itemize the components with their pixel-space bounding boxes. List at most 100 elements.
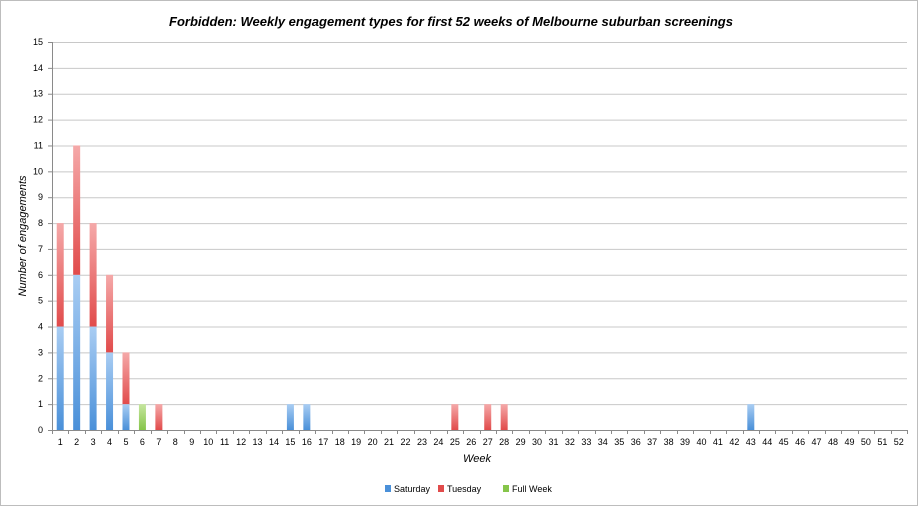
x-tick-label: 18: [335, 437, 345, 447]
x-tick-label: 42: [729, 437, 739, 447]
x-tick-label: 51: [877, 437, 887, 447]
bar-saturday-week-4: [106, 352, 114, 430]
y-tick-label: 2: [38, 373, 43, 383]
x-tick-label: 9: [189, 437, 194, 447]
bar-saturday-week-1: [56, 326, 64, 430]
x-tick-label: 34: [598, 437, 608, 447]
x-tick-label: 20: [368, 437, 378, 447]
bar-tuesday-week-1: [56, 223, 64, 327]
x-tick-label: 5: [123, 437, 128, 447]
x-tick-label: 22: [401, 437, 411, 447]
x-tick-label: 23: [417, 437, 427, 447]
y-tick-label: 9: [38, 192, 43, 202]
x-tick-label: 52: [894, 437, 904, 447]
x-tick-label: 45: [779, 437, 789, 447]
x-tick-label: 17: [318, 437, 328, 447]
y-axis-title: Number of engagements: [17, 175, 29, 297]
x-tick-label: 12: [236, 437, 246, 447]
x-tick-labels: 1 2 3 4 5 6 7 8 9 10 11 12 13 14 15 16 17 18 19 20 21 22 23 24 2…: [58, 437, 904, 447]
x-tick-label: 46: [795, 437, 805, 447]
x-tick-label: 14: [269, 437, 279, 447]
x-tick-label: 1: [58, 437, 63, 447]
bar-full-week-week-6: [138, 404, 146, 430]
bar-saturday-week-16: [303, 404, 311, 430]
x-tick-label: 24: [433, 437, 443, 447]
x-tick-label: 50: [861, 437, 871, 447]
x-tick-label: 15: [285, 437, 295, 447]
y-tick-label: 10: [33, 166, 43, 176]
x-tick-label: 27: [483, 437, 493, 447]
x-tick-label: 4: [107, 437, 112, 447]
x-tick-label: 47: [812, 437, 822, 447]
bar-tuesday-week-7: [155, 404, 163, 430]
x-tick-label: 8: [173, 437, 178, 447]
y-tick-label: 8: [38, 218, 43, 228]
x-tick-label: 3: [91, 437, 96, 447]
legend-label-saturday: Saturday: [394, 484, 431, 494]
x-tick-label: 49: [844, 437, 854, 447]
x-tick-label: 29: [516, 437, 526, 447]
x-tick-label: 48: [828, 437, 838, 447]
bar-saturday-week-43: [747, 404, 755, 430]
x-tick-label: 25: [450, 437, 460, 447]
x-tick-label: 6: [140, 437, 145, 447]
legend-label-tuesday: Tuesday: [447, 484, 482, 494]
x-tick-label: 33: [581, 437, 591, 447]
gridlines: [52, 42, 907, 406]
y-tick-label: 0: [38, 425, 43, 435]
x-tick-label: 31: [548, 437, 558, 447]
y-tick-label: 11: [34, 140, 43, 150]
bar-tuesday-week-2: [73, 145, 81, 275]
y-tick-label: 7: [38, 244, 43, 254]
legend-label-full-week: Full Week: [512, 484, 552, 494]
legend-swatch-full-week: [503, 485, 509, 492]
bar-saturday-week-2: [73, 274, 81, 430]
x-tick-label: 21: [384, 437, 394, 447]
x-tick-label: 30: [532, 437, 542, 447]
bar-saturday-week-5: [122, 404, 130, 430]
x-tick-label: 35: [614, 437, 624, 447]
y-tick-label: 12: [33, 115, 43, 125]
x-tick-label: 37: [647, 437, 657, 447]
bar-tuesday-week-5: [122, 352, 130, 405]
y-tick-label: 3: [38, 347, 43, 357]
y-tick-label: 1: [38, 399, 43, 409]
x-tick-label: 41: [713, 437, 723, 447]
x-tick-label: 19: [351, 437, 361, 447]
y-tick-label: 5: [38, 296, 43, 306]
x-tick-label: 28: [499, 437, 509, 447]
x-tick-label: 11: [220, 437, 229, 447]
x-tick-label: 43: [746, 437, 756, 447]
x-tick-label: 16: [302, 437, 312, 447]
bar-tuesday-week-25: [451, 404, 459, 430]
x-tick-label: 10: [203, 437, 213, 447]
x-tick-label: 7: [156, 437, 161, 447]
x-tick-label: 38: [664, 437, 674, 447]
chart-title: Forbidden: Weekly engagement types for f…: [169, 14, 733, 29]
bar-tuesday-week-27: [484, 404, 492, 430]
bar-saturday-week-15: [286, 404, 294, 430]
y-tick-label: 14: [33, 63, 43, 73]
bars: [56, 145, 755, 430]
axes: [48, 42, 908, 434]
x-tick-label: 40: [696, 437, 706, 447]
x-tick-label: 13: [253, 437, 263, 447]
y-tick-label: 15: [33, 37, 43, 47]
legend: Saturday Tuesday Full Week: [385, 484, 552, 494]
x-tick-label: 26: [466, 437, 476, 447]
x-tick-label: 32: [565, 437, 575, 447]
y-tick-label: 6: [38, 270, 43, 280]
x-tick-label: 39: [680, 437, 690, 447]
legend-swatch-tuesday: [438, 485, 444, 492]
bar-tuesday-week-3: [89, 223, 97, 327]
x-tick-label: 36: [631, 437, 641, 447]
x-axis-title: Week: [463, 453, 491, 465]
y-tick-label: 13: [33, 89, 43, 99]
y-tick-label: 4: [38, 322, 43, 332]
legend-swatch-saturday: [385, 485, 391, 492]
x-tick-label: 2: [74, 437, 79, 447]
bar-tuesday-week-4: [106, 274, 114, 353]
bar-saturday-week-3: [89, 326, 97, 430]
